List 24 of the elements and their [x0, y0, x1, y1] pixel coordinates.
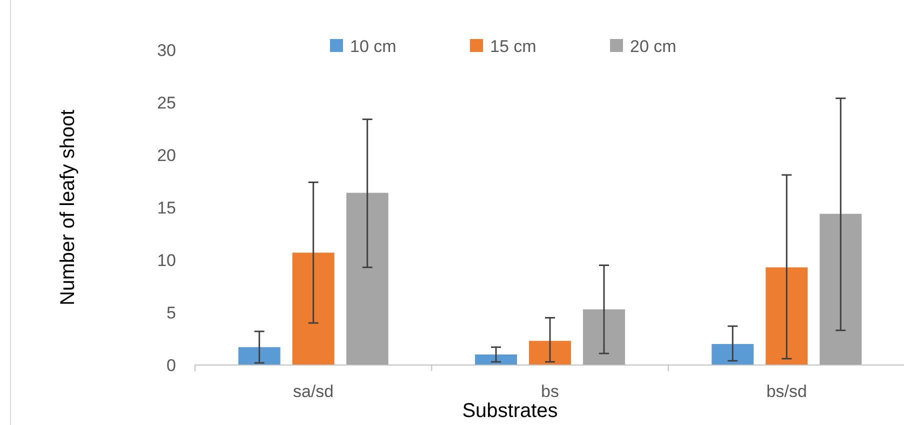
- bar: [766, 267, 808, 365]
- bar: [583, 309, 625, 365]
- bar: [712, 344, 754, 365]
- y-tick-label: 10: [157, 251, 176, 270]
- y-tick-label: 30: [157, 41, 176, 60]
- x-axis-title: Substrates: [462, 400, 558, 422]
- y-axis-title: Number of leafy shoot: [57, 109, 79, 306]
- bar: [292, 252, 334, 365]
- legend-label: 15 cm: [490, 37, 536, 56]
- bar: [475, 354, 517, 365]
- y-tick-label: 25: [157, 94, 176, 112]
- x-tick-label: bs/sd: [766, 382, 807, 401]
- bar: [346, 192, 388, 365]
- legend-label: 10 cm: [350, 37, 396, 56]
- y-tick-label: 20: [157, 146, 176, 165]
- bar: [238, 347, 280, 365]
- bar: [529, 340, 571, 365]
- x-tick-label: bs: [541, 382, 559, 401]
- bar: [820, 214, 862, 365]
- y-tick-label: 0: [166, 356, 176, 375]
- x-tick-label: sa/sd: [293, 382, 334, 401]
- legend-label: 20 cm: [630, 37, 676, 56]
- y-tick-label: 5: [166, 304, 176, 322]
- y-tick-label: 15: [157, 198, 176, 218]
